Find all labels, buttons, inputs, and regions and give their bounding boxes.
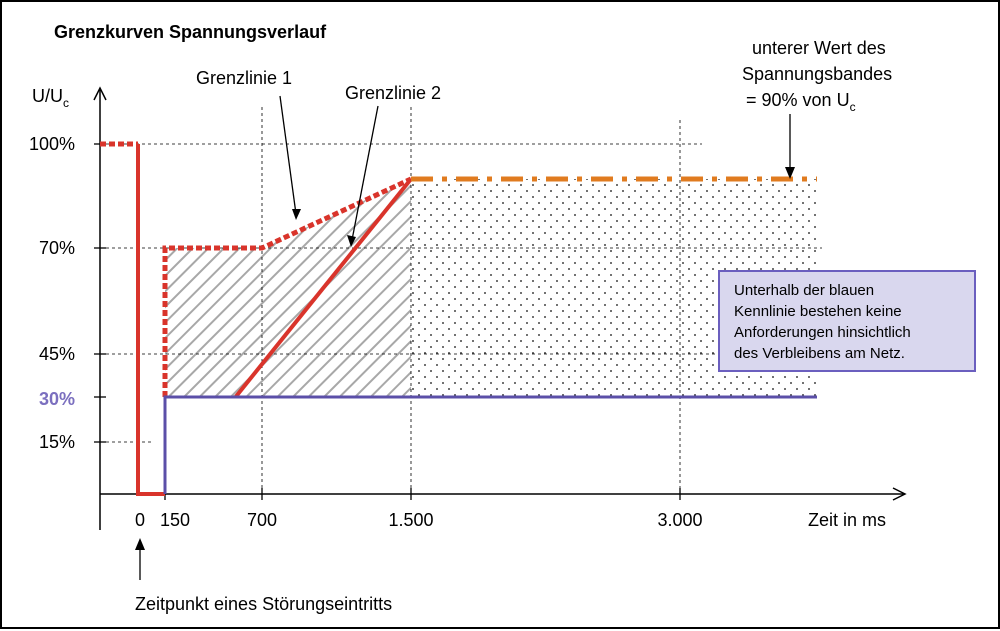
info-line: Kennlinie bestehen keine bbox=[734, 303, 902, 320]
band-label-line2: Spannungsbandes bbox=[742, 64, 892, 84]
grenzlinie1-drop-segment bbox=[136, 144, 165, 496]
y-tick-label: 30% bbox=[39, 389, 75, 409]
band-label-line1: unterer Wert des bbox=[752, 38, 886, 58]
x-tick-label: 700 bbox=[247, 510, 277, 530]
y-tick-label: 100% bbox=[29, 134, 75, 154]
y-tick-label: 45% bbox=[39, 344, 75, 364]
info-line: des Verbleibens am Netz. bbox=[734, 345, 905, 362]
grenzlinie2-label: Grenzlinie 2 bbox=[345, 83, 441, 103]
grenzlinie2-pointer bbox=[351, 105, 379, 241]
x-tick-label: 0 bbox=[135, 510, 145, 530]
y-tick-marks: 100% 70% 45% 30% 15% bbox=[29, 134, 106, 452]
series-lines bbox=[100, 141, 817, 496]
grenzlinie1-ramp-segment bbox=[162, 176, 413, 397]
x-tick-label: 1.500 bbox=[388, 510, 433, 530]
y-tick-label: 15% bbox=[39, 432, 75, 452]
hatched-region bbox=[165, 179, 411, 397]
grenzlinie1-pointer bbox=[279, 95, 297, 215]
grenzlinie1-label: Grenzlinie 1 bbox=[196, 68, 292, 88]
grenzlinie2-arrow-icon bbox=[347, 235, 356, 247]
x-axis-arrow-icon bbox=[892, 487, 907, 501]
y-tick-label: 70% bbox=[39, 238, 75, 258]
x-tick-label: 3.000 bbox=[657, 510, 702, 530]
info-line: Unterhalb der blauen bbox=[734, 282, 875, 299]
gridlines bbox=[100, 107, 822, 494]
stoerung-label: Zeitpunkt eines Störungseintritts bbox=[135, 594, 392, 614]
grenzlinie2-line bbox=[233, 177, 413, 399]
chart-title: Grenzkurven Spannungsverlauf bbox=[54, 22, 327, 42]
info-box: Unterhalb der blauen Kennlinie bestehen … bbox=[718, 270, 976, 372]
band-arrow-icon bbox=[785, 167, 795, 179]
info-line: Anforderungen hinsichtlich bbox=[734, 324, 911, 341]
x-tick-marks: 0 150 700 1.500 3.000 bbox=[135, 488, 703, 530]
x-axis-label: Zeit in ms bbox=[808, 510, 886, 530]
band-label-line3: = 90% von Uc bbox=[746, 90, 856, 114]
y-axis-arrow-icon bbox=[93, 86, 107, 101]
y-axis-label: U/Uc bbox=[32, 86, 69, 110]
stoerung-arrow-icon bbox=[135, 538, 145, 550]
axes bbox=[93, 86, 907, 530]
x-tick-label: 150 bbox=[160, 510, 190, 530]
grenzlinie1-arrow-icon bbox=[292, 209, 301, 220]
blue-limit-line bbox=[163, 395, 817, 494]
